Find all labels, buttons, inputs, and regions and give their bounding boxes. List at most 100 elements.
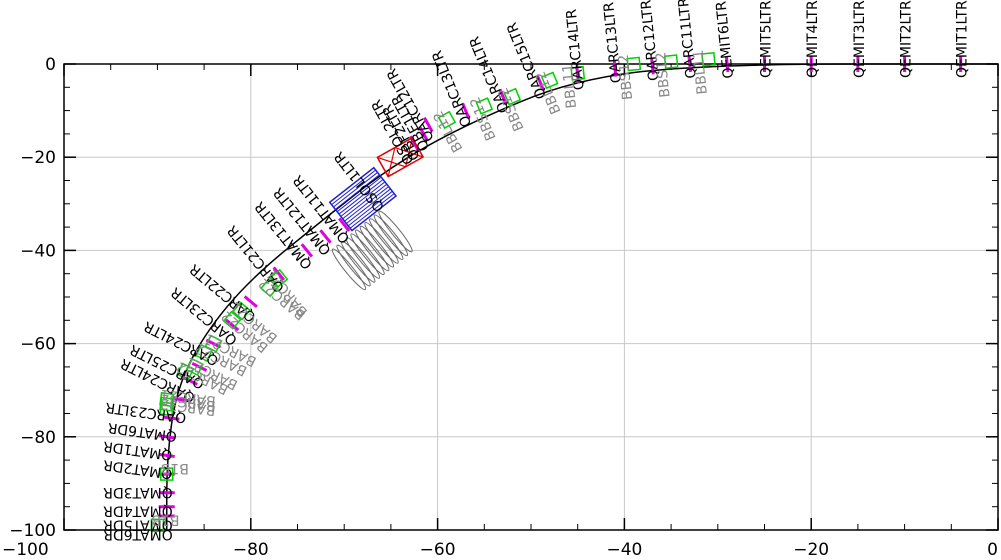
quadrupole-label: QMAT3DR	[103, 484, 173, 500]
x-tick-label: −80	[233, 540, 269, 560]
bend-marker	[503, 87, 522, 106]
quadrupole-tick	[243, 295, 258, 308]
cavity-stripe	[349, 193, 395, 229]
solenoid-marker	[376, 136, 425, 178]
quadrupole-tick	[423, 116, 434, 133]
undulator-coil	[378, 210, 413, 253]
element-labels: QEMIT1LTR QEMIT2LTR QEMIT3LTR QEMIT4LTR QEMI…	[102, 0, 971, 542]
bend-marker	[475, 97, 494, 115]
quadrupole-marker	[498, 88, 508, 105]
bend-marker	[159, 467, 174, 481]
quadrupole-tick	[612, 60, 618, 77]
cavity-stripe	[340, 181, 386, 217]
cavity-stripe	[334, 174, 380, 210]
grid	[63, 63, 999, 531]
quadrupole-marker	[272, 266, 286, 281]
quadrupole-label: QMAT6DR	[103, 526, 173, 542]
quadrupole-label: QMAT5DR	[103, 517, 173, 533]
solenoid-box	[376, 136, 425, 178]
cavity-stripe	[346, 188, 391, 224]
x-tick-label: −100	[2, 540, 49, 560]
bend-marker	[222, 310, 242, 330]
bend-marker	[663, 54, 679, 70]
quadrupole-marker	[418, 126, 429, 142]
quadrupole-label: QMAT4DR	[103, 503, 173, 519]
undulator-coil	[359, 225, 395, 268]
quadrupole-tick	[461, 102, 471, 119]
quadrupole-tick	[172, 396, 189, 403]
quadrupole-label: QEMIT6LTR	[713, 0, 737, 79]
bend-marker	[701, 51, 716, 67]
bend-label: BARC22	[159, 395, 216, 418]
cavity-stripe	[342, 183, 388, 220]
quadrupole-marker	[158, 452, 175, 458]
bend-marker	[159, 401, 175, 417]
quadrupole-marker	[612, 60, 618, 77]
quadrupole-tick	[158, 452, 175, 458]
undulator-coil	[355, 229, 390, 272]
quadrupole-tick	[418, 126, 429, 142]
cavity-stripe	[336, 176, 382, 213]
quadrupole-marker	[225, 318, 240, 332]
quadrupole-marker	[687, 55, 693, 73]
bend-marker	[437, 110, 457, 130]
beamline-elements	[150, 51, 963, 533]
bend-marker	[176, 362, 195, 381]
quadrupole-tick	[225, 318, 240, 332]
bend-label: B1B	[151, 511, 179, 527]
quadrupole-marker	[575, 67, 580, 84]
undulator-coil	[341, 240, 376, 283]
undulator-coil	[373, 214, 409, 257]
quadrupole-tick	[300, 243, 314, 258]
undulator-coil	[336, 244, 371, 287]
y-tick-label: 0	[45, 55, 56, 75]
bend-label: BARC21	[159, 386, 216, 409]
cavity-marker	[328, 166, 398, 232]
quadrupole-tick	[191, 361, 208, 372]
cavity-stripe	[333, 172, 378, 208]
y-tick-label: −60	[20, 335, 56, 355]
bend-label: BBL11	[560, 63, 580, 109]
plot-frame	[63, 63, 999, 531]
quadrupole-label: QEMIT1LTR	[955, 0, 971, 78]
bend-label: B1B	[161, 460, 189, 476]
quadrupole-tick	[163, 415, 180, 421]
quadrupole-marker	[319, 229, 332, 244]
bend-label: BBS12	[616, 54, 636, 101]
quadrupole-tick	[498, 88, 508, 105]
solenoid-cross	[405, 137, 413, 167]
bend-marker	[259, 278, 279, 298]
quadrupole-marker	[423, 116, 434, 133]
quadrupole-marker	[300, 243, 314, 258]
quadrupole-tick	[650, 58, 655, 75]
undulator-coil	[364, 221, 399, 264]
quadrupole-tick	[687, 55, 693, 73]
y-tick-label: −20	[20, 148, 56, 168]
quadrupole-marker	[172, 396, 189, 403]
quadrupole-tick	[338, 217, 351, 232]
quadrupole-marker	[724, 55, 730, 73]
undulator-marker	[331, 210, 413, 291]
x-tick-label: 0	[987, 540, 998, 560]
quadrupole-tick	[535, 74, 545, 91]
cavity-stripe	[344, 186, 389, 222]
quadrupole-tick	[575, 67, 580, 84]
quadrupole-label: QEMIT3LTR	[852, 0, 868, 78]
quadrupole-marker	[338, 217, 351, 232]
quadrupole-tick	[724, 55, 730, 73]
solenoid-cross	[387, 147, 396, 177]
quadrupole-label: QEMIT2LTR	[899, 0, 915, 78]
undulator-coil	[350, 233, 385, 276]
bend-marker	[540, 71, 559, 90]
cavity-stripe	[331, 169, 376, 206]
bend-label: BBL11	[691, 49, 711, 95]
quadrupole-tick	[319, 229, 332, 244]
y-tick-label: −80	[20, 428, 56, 448]
quadrupole-marker	[163, 415, 180, 421]
quadrupole-marker	[650, 58, 655, 75]
x-tick-label: −20	[793, 540, 829, 560]
x-tick-label: −60	[420, 540, 456, 560]
cavity-box	[328, 166, 398, 232]
quadrupole-marker	[158, 434, 175, 440]
